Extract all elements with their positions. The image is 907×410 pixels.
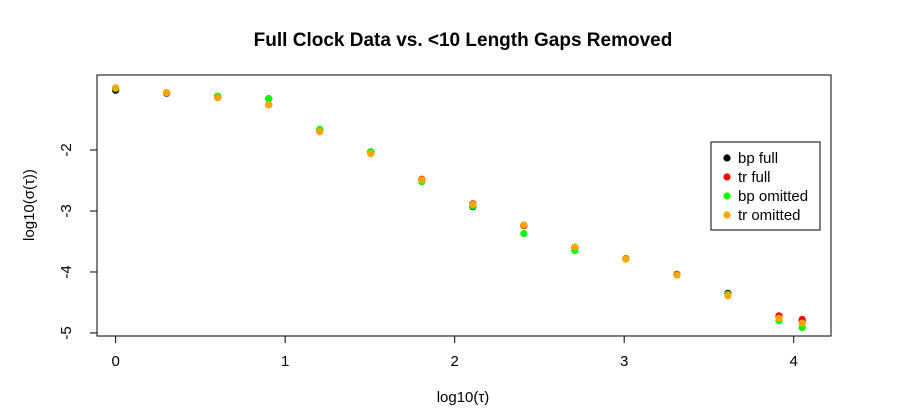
- x-tick-label: 3: [620, 353, 628, 370]
- y-tick-label: -2: [58, 143, 75, 156]
- data-point: [520, 221, 528, 229]
- y-axis: -2 -3 -4 -5: [58, 143, 98, 340]
- legend-label: bp full: [738, 150, 778, 167]
- x-tick-label: 0: [111, 353, 119, 370]
- data-point: [520, 229, 528, 238]
- legend-marker: [723, 211, 731, 219]
- data-point: [798, 319, 806, 327]
- x-tick-label: 4: [790, 353, 798, 370]
- data-point: [265, 101, 273, 109]
- data-point: [673, 271, 681, 279]
- data-point: [775, 314, 783, 322]
- series-tr-omitted: [112, 84, 806, 327]
- data-point: [418, 176, 426, 184]
- y-tick-label: -3: [58, 204, 75, 217]
- legend-label: tr omitted: [738, 207, 801, 224]
- data-point: [316, 128, 324, 136]
- x-tick-label: 2: [451, 353, 459, 370]
- legend-label: tr full: [738, 169, 771, 186]
- x-axis: 0 1 2 3 4: [111, 335, 798, 370]
- data-point: [112, 84, 120, 92]
- y-tick-label: -4: [58, 265, 75, 278]
- chart-title: Full Clock Data vs. <10 Length Gaps Remo…: [254, 30, 673, 51]
- data-point: [724, 292, 732, 300]
- legend-label: bp omitted: [738, 188, 808, 205]
- data-point: [469, 200, 477, 208]
- data-point: [265, 95, 273, 103]
- data-point: [367, 150, 375, 158]
- x-tick-label: 1: [281, 353, 289, 370]
- data-points: [112, 84, 806, 332]
- y-axis-label: log10(σ(τ)): [21, 169, 38, 241]
- data-point: [622, 255, 630, 263]
- legend-marker: [723, 192, 731, 200]
- data-point: [571, 243, 579, 251]
- x-axis-label: log10(τ): [437, 389, 490, 406]
- legend-marker: [723, 154, 731, 162]
- legend: bp full tr full bp omitted tr omitted: [710, 141, 821, 231]
- data-point: [214, 93, 222, 102]
- y-tick-label: -5: [58, 326, 75, 339]
- legend-marker: [723, 173, 731, 181]
- data-point: [163, 89, 171, 97]
